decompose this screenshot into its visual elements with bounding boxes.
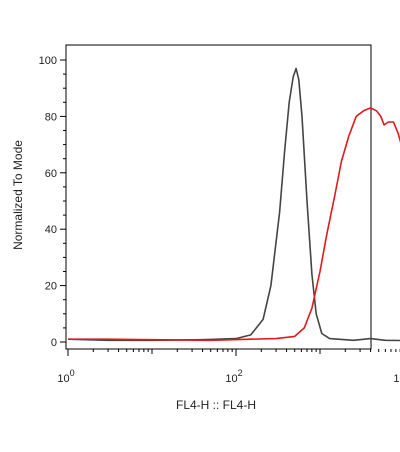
y-axis-title: Normalized To Mode [11, 140, 25, 250]
plot-border [65, 44, 372, 350]
series-line-1 [67, 67, 400, 342]
y-tick-label: 0 [51, 337, 57, 349]
y-tick-label: 20 [45, 281, 57, 293]
x-tick-label: 102 [225, 368, 242, 385]
x-minor-ticks [92, 349, 400, 354]
y-tick-label: 80 [45, 111, 57, 123]
y-tick-label: 40 [45, 224, 57, 236]
series-line-2 [68, 107, 400, 342]
series-layer [67, 67, 400, 342]
plot-frame [65, 44, 372, 350]
x-axis-title: FL4-H :: FL4-H [176, 398, 256, 412]
x-axis-ticks: 100102104106 [57, 349, 400, 385]
x-tick-label: 100 [57, 368, 74, 385]
y-tick-label: 60 [45, 168, 57, 180]
y-tick-label: 100 [39, 55, 57, 67]
y-axis-ticks: 0 20 40 60 80 100 [39, 55, 66, 349]
x-tick-label: 104 [393, 368, 400, 385]
